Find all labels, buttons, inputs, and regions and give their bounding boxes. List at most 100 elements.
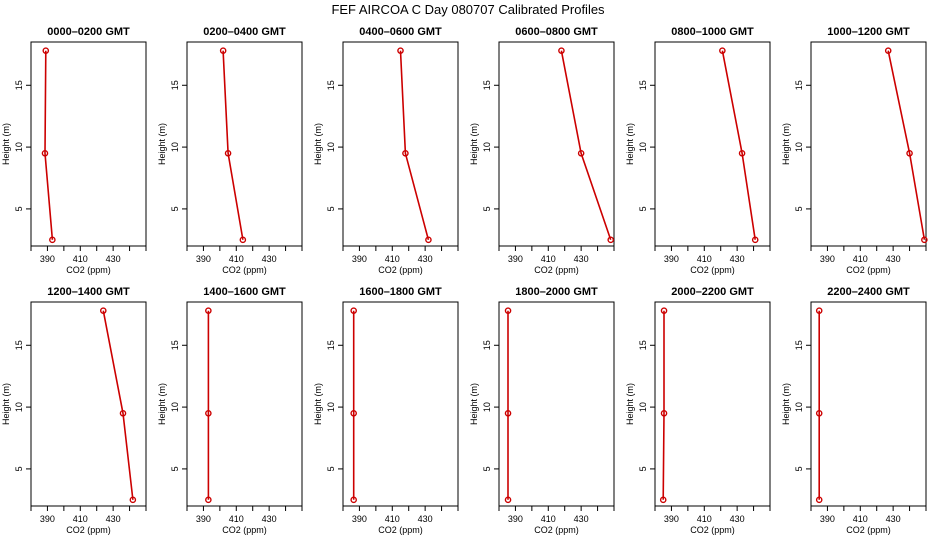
- y-tick-label: 15: [638, 80, 648, 90]
- panel-title: 1200–1400 GMT: [47, 286, 130, 298]
- panel-title: 0200–0400 GMT: [203, 26, 286, 38]
- x-tick-label: 390: [820, 514, 835, 524]
- plot-frame: [498, 41, 615, 247]
- x-axis-label: CO2 (ppm): [66, 265, 111, 275]
- x-tick-label: 410: [229, 254, 244, 264]
- y-tick-label: 5: [794, 466, 804, 471]
- panel-title: 0400–0600 GMT: [359, 26, 442, 38]
- data-point: [350, 307, 357, 314]
- data-point: [504, 496, 512, 504]
- y-tick-label: 5: [638, 206, 648, 211]
- y-tick-label: 5: [14, 466, 24, 471]
- y-tick-label: 10: [794, 142, 804, 152]
- x-axis-label: CO2 (ppm): [846, 525, 891, 535]
- profile-line: [399, 50, 430, 241]
- data-point: [42, 47, 50, 54]
- y-tick-label: 15: [170, 80, 180, 90]
- plot-frame: [30, 41, 147, 247]
- x-axis-label: CO2 (ppm): [222, 265, 267, 275]
- data-point: [660, 307, 668, 314]
- plot-frame: [186, 41, 303, 247]
- data-point: [504, 307, 512, 314]
- x-tick-label: 410: [385, 514, 400, 524]
- y-axis-label: Height (m): [313, 123, 323, 165]
- plot-frame: [30, 301, 147, 507]
- profile-line: [102, 310, 134, 500]
- y-tick-label: 10: [482, 142, 492, 152]
- x-tick-label: 430: [730, 514, 745, 524]
- plot-frame: [810, 41, 927, 247]
- data-point: [577, 149, 585, 157]
- panel-title: 2000–2200 GMT: [671, 286, 754, 298]
- figure-title: FEF AIRCOA C Day 080707 Calibrated Profi…: [331, 2, 605, 17]
- profile-line: [887, 50, 926, 240]
- x-tick-label: 390: [508, 254, 523, 264]
- x-tick-label: 410: [73, 514, 88, 524]
- panel-title: 2200–2400 GMT: [827, 286, 910, 298]
- data-point: [738, 149, 746, 157]
- y-tick-label: 15: [794, 340, 804, 350]
- x-tick-label: 430: [886, 514, 901, 524]
- x-tick-label: 390: [664, 254, 679, 264]
- x-tick-label: 390: [820, 254, 835, 264]
- panel-title: 1600–1800 GMT: [359, 286, 442, 298]
- x-tick-label: 430: [106, 514, 121, 524]
- x-axis-label: CO2 (ppm): [378, 265, 423, 275]
- x-tick-label: 390: [196, 514, 211, 524]
- data-point: [205, 307, 212, 314]
- x-tick-label: 410: [229, 514, 244, 524]
- x-axis-label: CO2 (ppm): [222, 525, 267, 535]
- data-point: [224, 149, 232, 157]
- data-point: [350, 409, 357, 417]
- x-tick-label: 410: [541, 254, 556, 264]
- x-tick-label: 430: [262, 514, 277, 524]
- plot-frame: [186, 301, 303, 507]
- x-tick-label: 390: [40, 514, 55, 524]
- y-tick-label: 15: [326, 340, 336, 350]
- plot-frame: [498, 301, 615, 507]
- y-tick-label: 10: [14, 142, 24, 152]
- data-point: [425, 236, 432, 244]
- y-tick-label: 15: [14, 80, 24, 90]
- y-axis-label: Height (m): [781, 383, 791, 425]
- x-tick-label: 430: [418, 254, 433, 264]
- x-tick-label: 410: [853, 254, 868, 264]
- plot-frame: [342, 301, 459, 507]
- y-tick-label: 15: [794, 80, 804, 90]
- x-axis-label: CO2 (ppm): [690, 525, 735, 535]
- x-tick-label: 430: [106, 254, 121, 264]
- y-tick-label: 10: [794, 402, 804, 412]
- y-axis-label: Height (m): [781, 123, 791, 165]
- x-tick-label: 430: [262, 254, 277, 264]
- data-point: [119, 409, 127, 417]
- y-tick-label: 5: [170, 466, 180, 471]
- x-tick-label: 390: [664, 514, 679, 524]
- y-axis-label: Height (m): [1, 383, 11, 425]
- y-tick-label: 15: [482, 80, 492, 90]
- x-tick-label: 410: [697, 514, 712, 524]
- x-tick-label: 430: [574, 514, 589, 524]
- panel-title: 0000–0200 GMT: [47, 26, 130, 38]
- data-point: [41, 149, 49, 157]
- y-tick-label: 10: [326, 142, 336, 152]
- y-axis-label: Height (m): [625, 123, 635, 165]
- y-axis-label: Height (m): [157, 123, 167, 165]
- y-tick-label: 10: [170, 402, 180, 412]
- y-axis-label: Height (m): [313, 383, 323, 425]
- data-point: [504, 409, 512, 417]
- data-point: [719, 47, 726, 54]
- y-tick-label: 5: [794, 206, 804, 211]
- x-tick-label: 390: [196, 254, 211, 264]
- y-tick-label: 5: [326, 206, 336, 211]
- data-point: [205, 496, 212, 504]
- y-tick-label: 5: [170, 206, 180, 211]
- data-point: [659, 496, 667, 504]
- x-axis-label: CO2 (ppm): [534, 265, 579, 275]
